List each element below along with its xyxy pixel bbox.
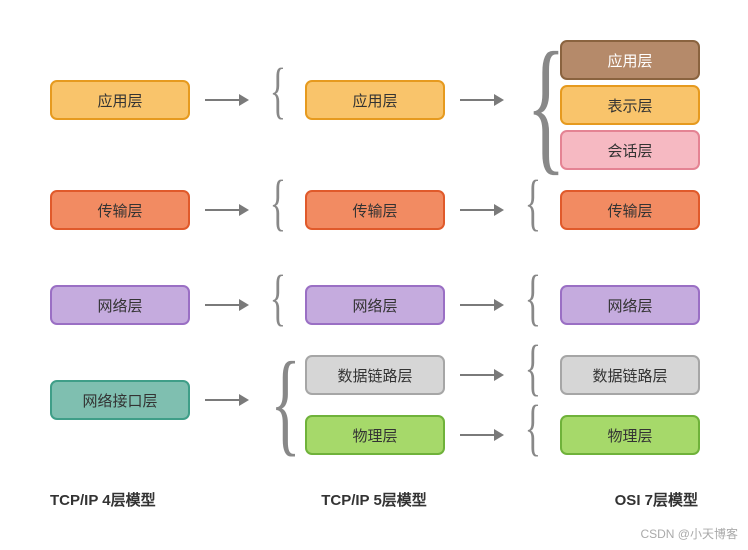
arrow-icon [460, 200, 510, 220]
layer-application-5: 应用层 [305, 80, 445, 120]
layer-label: 传输层 [607, 200, 652, 221]
brace-icon: { [270, 345, 300, 460]
layer-network-5: 网络层 [305, 285, 445, 325]
layer-interface-4: 网络接口层 [50, 380, 190, 420]
arrow-icon [460, 90, 510, 110]
layer-label: 物理层 [352, 425, 397, 446]
title-tcpip4: TCP/IP 4层模型 [50, 489, 250, 510]
layer-datalink-7: 数据链路层 [560, 355, 700, 395]
layer-presentation-7: 表示层 [560, 85, 700, 125]
layer-label: 物理层 [607, 425, 652, 446]
arrow-icon [460, 295, 510, 315]
layer-application-4: 应用层 [50, 80, 190, 120]
layer-label: 传输层 [352, 200, 397, 221]
layer-physical-5: 物理层 [305, 415, 445, 455]
layer-transport-7: 传输层 [560, 190, 700, 230]
col-osi7: 应用层 表示层 会话层 传输层 网络层 数据链路层 物理层 [560, 40, 715, 480]
layer-label: 应用层 [352, 90, 397, 111]
title-osi7: OSI 7层模型 [498, 489, 698, 510]
layer-application-7: 应用层 [560, 40, 700, 80]
network-models-diagram: 应用层 传输层 网络层 网络接口层 应用层 传输层 网络层 数据链路层 物理层 … [30, 40, 718, 480]
col-tcpip5: 应用层 传输层 网络层 数据链路层 物理层 [305, 40, 460, 480]
layer-label: 数据链路层 [337, 365, 412, 386]
arrow-icon [460, 425, 510, 445]
layer-datalink-5: 数据链路层 [305, 355, 445, 395]
brace-icon: { [525, 337, 541, 399]
arrow-icon [205, 200, 255, 220]
layer-label: 数据链路层 [592, 365, 667, 386]
layer-network-7: 网络层 [560, 285, 700, 325]
arrow-icon [205, 390, 255, 410]
layer-label: 传输层 [97, 200, 142, 221]
layer-session-7: 会话层 [560, 130, 700, 170]
brace-icon: { [270, 267, 286, 329]
brace-icon: { [525, 397, 541, 459]
watermark-text: CSDN @小天博客 [640, 525, 738, 542]
layer-transport-4: 传输层 [50, 190, 190, 230]
layer-label: 会话层 [607, 140, 652, 161]
col-tcpip4: 应用层 传输层 网络层 网络接口层 [50, 40, 205, 480]
title-tcpip5: TCP/IP 5层模型 [274, 489, 474, 510]
brace-icon: { [525, 172, 541, 234]
arrow-icon [205, 90, 255, 110]
brace-icon: { [270, 60, 286, 122]
layer-label: 网络层 [97, 295, 142, 316]
arrow-icon [205, 295, 255, 315]
layer-label: 应用层 [607, 50, 652, 71]
layer-physical-7: 物理层 [560, 415, 700, 455]
column-titles: TCP/IP 4层模型 TCP/IP 5层模型 OSI 7层模型 [30, 489, 718, 510]
arrow-icon [460, 365, 510, 385]
layer-label: 应用层 [97, 90, 142, 111]
layer-label: 网络层 [352, 295, 397, 316]
layer-network-4: 网络层 [50, 285, 190, 325]
brace-icon: { [525, 267, 541, 329]
layer-label: 表示层 [607, 95, 652, 116]
layer-label: 网络接口层 [82, 390, 157, 411]
layer-label: 网络层 [607, 295, 652, 316]
layer-transport-5: 传输层 [305, 190, 445, 230]
brace-icon: { [270, 172, 286, 234]
brace-icon: { [526, 30, 566, 180]
